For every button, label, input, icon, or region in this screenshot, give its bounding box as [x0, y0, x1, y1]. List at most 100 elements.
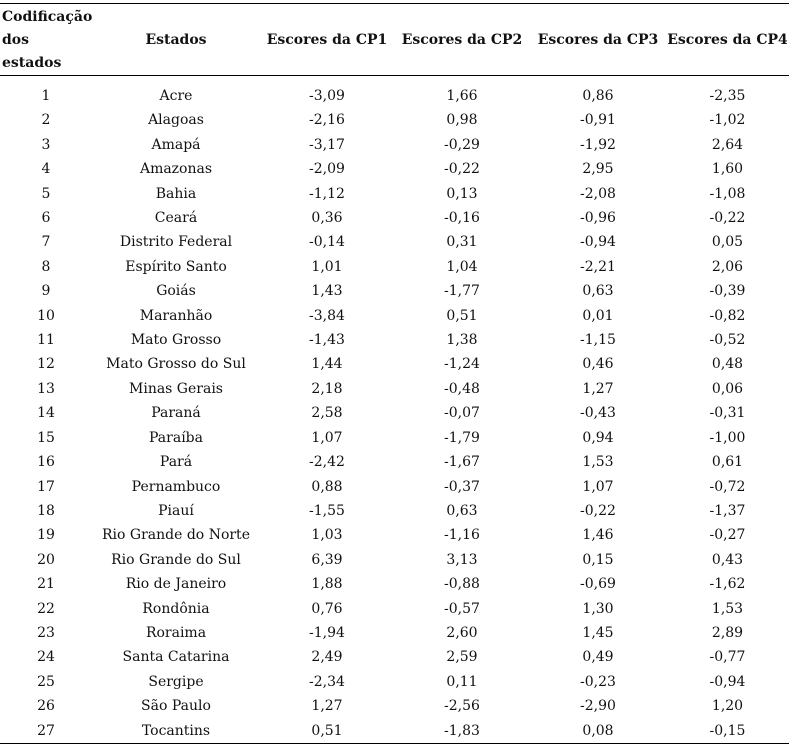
cell-state: Rondônia [142, 600, 210, 617]
cell-cp4: -0,52 [709, 332, 746, 349]
cell-code: 9 [41, 283, 51, 300]
header-cp4: Escores da CP4 [666, 6, 789, 76]
cell-cp1: 2,18 [311, 380, 343, 397]
cell-cp2: -1,16 [444, 527, 480, 544]
cell-code: 2 [41, 112, 51, 129]
cell-cp3: -2,08 [580, 185, 616, 202]
cell-code: 6 [41, 210, 51, 227]
table-row: 22 Rondônia 0,76 -0,57 1,30 1,53 [0, 597, 789, 621]
cell-code: 27 [0, 718, 92, 744]
cell-code: 24 [37, 649, 55, 666]
cell-cp3: 0,63 [582, 283, 614, 300]
cell-state: Pará [159, 454, 193, 471]
cell-cp4: -0,22 [709, 210, 746, 227]
table-row: 11 Mato Grosso -1,43 1,38 -1,15 -0,52 [0, 328, 789, 352]
cell-cp2: -0,16 [444, 210, 480, 227]
table-header: Codificação dos estados Estados Escores … [0, 6, 789, 76]
cell-cp3: -2,21 [580, 258, 616, 275]
cell-cp1: 2,58 [311, 405, 343, 422]
cell-cp2: 2,60 [446, 624, 478, 641]
cell-cp1: 0,76 [311, 600, 343, 617]
table-row: 24 Santa Catarina 2,49 2,59 0,49 -0,77 [0, 645, 789, 669]
cell-cp2: 2,59 [446, 649, 478, 666]
top-rule [0, 3, 789, 4]
cell-state: Sergipe [148, 673, 204, 690]
cell-cp3: 1,27 [582, 380, 614, 397]
table-row: 27 Tocantins 0,51 -1,83 0,08 -0,15 [0, 718, 789, 744]
cell-cp2: -1,67 [444, 454, 480, 471]
cell-state: Goiás [156, 283, 196, 300]
cell-cp4: -0,31 [709, 405, 746, 422]
cell-cp2: 1,04 [446, 258, 478, 275]
cell-cp2: -0,88 [444, 576, 480, 593]
table-row: 17 Pernambuco 0,88 -0,37 1,07 -0,72 [0, 475, 789, 499]
cell-cp4: 1,60 [711, 161, 744, 178]
cell-code: 26 [37, 698, 55, 715]
cell-state: Espírito Santo [125, 258, 227, 275]
cell-cp2: 1,38 [446, 332, 478, 349]
cell-cp4: -0,94 [709, 673, 746, 690]
cell-code: 5 [41, 185, 51, 202]
cell-state: Piauí [158, 502, 194, 519]
cell-cp2: -0,57 [444, 600, 480, 617]
cell-cp3: -2,90 [580, 698, 616, 715]
cell-state: Mato Grosso do Sul [106, 356, 246, 373]
cell-cp4: 0,05 [711, 234, 744, 251]
cell-cp1: 1,44 [311, 356, 343, 373]
cell-state: Minas Gerais [129, 380, 223, 397]
cell-cp1: 1,01 [311, 258, 343, 275]
cell-code: 20 [37, 551, 55, 568]
header-state-name: Estados [92, 6, 260, 76]
cell-code: 18 [37, 502, 55, 519]
cell-code: 12 [37, 356, 55, 373]
header-cp2: Escores da CP2 [394, 6, 530, 76]
cell-state: Roraima [145, 624, 207, 641]
table-row: 8 Espírito Santo 1,01 1,04 -2,21 2,06 [0, 255, 789, 279]
table-row: 19 Rio Grande do Norte 1,03 -1,16 1,46 -0,27 [0, 523, 789, 547]
cell-cp4: 2,06 [711, 258, 744, 275]
cell-cp1: 0,88 [311, 478, 343, 495]
cell-cp1: -2,42 [309, 454, 345, 471]
cell-cp2: 3,13 [446, 551, 478, 568]
cell-state: Amazonas [139, 161, 213, 178]
cell-cp1: 1,07 [311, 429, 343, 446]
cell-cp4: 0,06 [711, 380, 744, 397]
cell-cp3: 0,46 [582, 356, 614, 373]
cell-cp3: -0,96 [580, 210, 616, 227]
cell-cp4: -0,27 [709, 527, 746, 544]
cell-code: 1 [41, 88, 51, 104]
table-row: 9 Goiás 1,43 -1,77 0,63 -0,39 [0, 279, 789, 303]
cell-state: Rio Grande do Norte [102, 527, 250, 544]
cell-state: Tocantins [92, 718, 260, 744]
cell-cp2: -1,77 [444, 283, 480, 300]
cell-cp3: 2,95 [582, 161, 614, 178]
cell-cp3: -0,22 [580, 502, 616, 519]
cell-cp3: 1,53 [582, 454, 614, 471]
cell-cp2: -0,07 [444, 405, 480, 422]
cell-cp4: -0,77 [709, 649, 746, 666]
table-row: 5 Bahia -1,12 0,13 -2,08 -1,08 [0, 182, 789, 206]
cell-state: Alagoas [148, 112, 204, 129]
cell-cp4: 2,64 [711, 136, 744, 153]
cell-cp3: 0,15 [582, 551, 614, 568]
cell-cp4: -1,02 [709, 112, 746, 129]
table-row: 6 Ceará 0,36 -0,16 -0,96 -0,22 [0, 206, 789, 230]
cell-cp1: 1,88 [311, 576, 343, 593]
cell-cp2: -0,29 [444, 136, 480, 153]
cell-cp2: -1,83 [394, 718, 530, 744]
cell-state: Maranhão [139, 307, 213, 324]
cell-code: 25 [37, 673, 55, 690]
cell-state: Acre [159, 88, 193, 104]
cell-code: 10 [37, 307, 55, 324]
cell-state: Ceará [154, 210, 198, 227]
table-row: 10 Maranhão -3,84 0,51 0,01 -0,82 [0, 304, 789, 328]
cell-state: Distrito Federal [119, 234, 233, 251]
cell-cp4: -0,82 [709, 307, 746, 324]
cell-cp2: -0,48 [444, 380, 480, 397]
cell-cp4: -2,35 [709, 88, 746, 104]
scores-table: Codificação dos estados Estados Escores … [0, 6, 789, 744]
table-row: 3 Amapá -3,17 -0,29 -1,92 2,64 [0, 133, 789, 157]
cell-cp4: 2,89 [711, 624, 744, 641]
table-row: 18 Piauí -1,55 0,63 -0,22 -1,37 [0, 499, 789, 523]
cell-cp3: 1,07 [582, 478, 614, 495]
